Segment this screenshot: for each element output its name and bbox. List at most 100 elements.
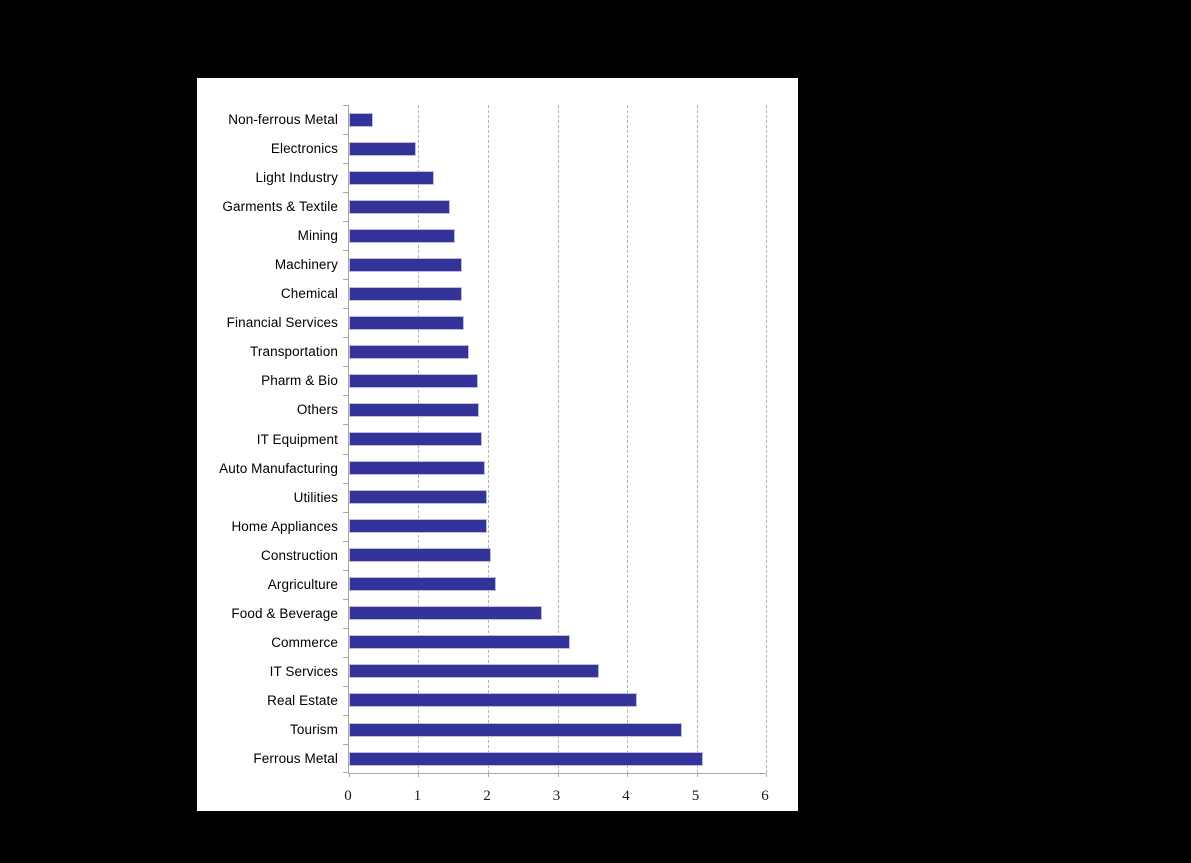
y-axis-tick [343, 656, 348, 658]
category-label: Home Appliances [231, 518, 338, 534]
category-label: Construction [261, 547, 338, 563]
bar [349, 519, 487, 534]
x-axis-tick [766, 774, 767, 777]
bar [349, 461, 486, 476]
gridline [766, 105, 767, 773]
x-axis-tick [487, 774, 489, 777]
bar [349, 228, 455, 243]
chart-panel: Non-ferrous Metal Electronics Light Indust… [197, 78, 798, 811]
bar-row [349, 657, 766, 686]
bar-row [349, 599, 766, 628]
x-tick-label: 6 [761, 788, 769, 804]
bar-row [349, 134, 766, 163]
bar [349, 402, 479, 417]
bar [349, 373, 478, 388]
x-tick-label: 4 [622, 788, 630, 804]
bar-row [349, 512, 766, 541]
category-label: IT Services [269, 663, 338, 679]
bar [349, 315, 465, 330]
y-axis-tick [343, 279, 348, 281]
x-axis-tick [349, 774, 350, 777]
x-axis-tick [696, 774, 698, 777]
y-axis-tick [343, 540, 348, 542]
bar [349, 606, 543, 621]
y-axis-tick [343, 743, 348, 745]
bar-row [349, 715, 766, 744]
bar [349, 490, 487, 505]
bar [349, 141, 417, 156]
category-label: Transportation [250, 344, 338, 360]
y-axis-tick [343, 337, 348, 339]
category-label: Chemical [280, 286, 338, 302]
y-axis-tick [343, 714, 348, 716]
category-label: Argriculture [267, 576, 338, 592]
category-label: Non-ferrous Metal [228, 112, 338, 128]
gridline [626, 105, 628, 773]
bar-row [349, 279, 766, 308]
bar [349, 751, 704, 766]
x-axis-tick [418, 774, 420, 777]
y-axis-tick [343, 308, 348, 310]
bar [349, 286, 463, 301]
bar-row [349, 337, 766, 366]
y-axis-tick [343, 366, 348, 368]
bar-row [349, 105, 766, 134]
bar-row [349, 163, 766, 192]
y-axis-tick [343, 598, 348, 600]
x-tick-label: 5 [691, 788, 700, 804]
y-axis-tick [343, 482, 348, 484]
y-axis-tick [343, 569, 348, 571]
y-axis-tick [343, 627, 348, 629]
x-tick-label: 3 [552, 788, 561, 804]
gridline [557, 105, 559, 773]
x-tick-label: 1 [413, 788, 422, 804]
category-label: Financial Services [226, 315, 338, 331]
bar [349, 199, 450, 214]
y-axis-tick [343, 221, 348, 223]
y-axis-tick [343, 134, 348, 136]
bar-row [349, 541, 766, 570]
bar-row [349, 250, 766, 279]
gridline [487, 105, 489, 773]
bar-row [349, 395, 766, 424]
bar [349, 344, 470, 359]
category-label: Utilities [293, 489, 338, 505]
bar-row [349, 744, 766, 773]
bar-row [349, 686, 766, 715]
category-label: Food & Beverage [231, 605, 338, 621]
x-axis-tick [557, 774, 559, 777]
y-axis-tick [343, 685, 348, 687]
bar [349, 548, 491, 563]
bar [349, 257, 462, 272]
bar-row [349, 366, 766, 395]
category-label: Others [296, 402, 338, 418]
y-axis-tick [343, 163, 348, 165]
category-label: Commerce [271, 634, 338, 650]
y-axis-tick [343, 250, 348, 252]
bar [349, 722, 682, 737]
category-label: Mining [297, 228, 338, 244]
y-axis-tick [343, 453, 348, 455]
y-axis-tick [343, 424, 348, 426]
category-label: Electronics [270, 141, 338, 157]
category-label: Machinery [274, 257, 338, 273]
bar [349, 664, 599, 679]
x-tick-label: 0 [344, 788, 352, 804]
category-label: Real Estate [267, 692, 338, 708]
plot-area [343, 105, 767, 777]
y-axis-tick [343, 395, 348, 397]
category-label: Tourism [290, 722, 338, 737]
category-label: IT Equipment [256, 431, 338, 447]
y-axis-tick [343, 511, 348, 513]
bar [349, 693, 638, 708]
category-label: Pharm & Bio [261, 373, 338, 389]
bar-row [349, 308, 766, 337]
x-axis-tick [626, 774, 628, 777]
y-axis-tick [343, 772, 348, 773]
category-axis-labels: Non-ferrous Metal Electronics Light Indust… [197, 105, 338, 773]
bar [349, 432, 483, 447]
value-axis-labels: 0 1 2 3 4 5 6 [344, 788, 769, 808]
bar [349, 170, 434, 185]
bar-row [349, 483, 766, 512]
